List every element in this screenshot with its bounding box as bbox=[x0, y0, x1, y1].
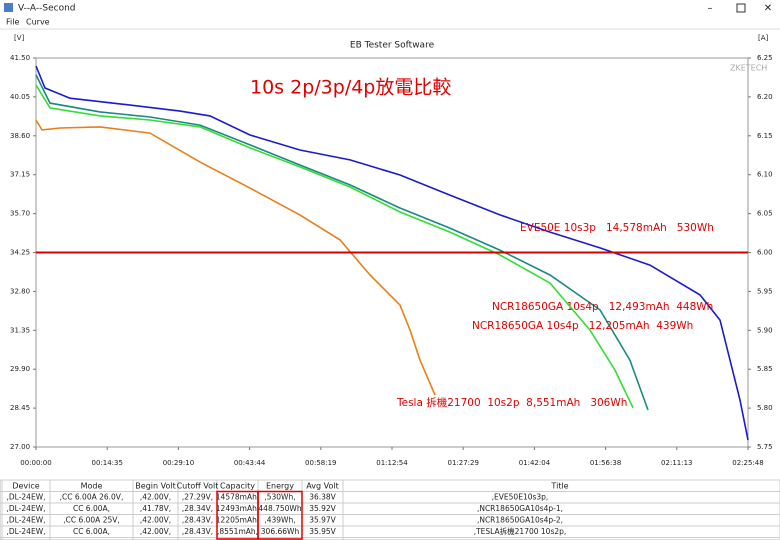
table-cell: ,42.00V, bbox=[140, 515, 171, 524]
table-header: Energy bbox=[266, 481, 294, 490]
y-tick-label: 35.70 bbox=[10, 210, 30, 218]
table-cell: ,DL-24EW, bbox=[7, 515, 46, 524]
table-cell: ,NCR18650GA10s4p-2, bbox=[477, 515, 563, 524]
app-icon bbox=[4, 3, 13, 12]
y2-tick-label: 5.85 bbox=[757, 365, 773, 373]
table-cell: 12493mAh, bbox=[216, 504, 259, 513]
y-tick-label: 38.60 bbox=[10, 132, 30, 140]
chart-annotation: 10s 2p/3p/4p放電比較 bbox=[250, 77, 451, 99]
minimize-button[interactable]: – bbox=[708, 3, 713, 14]
table-cell: ,TESLA拆機21700 10s2p, bbox=[474, 526, 567, 536]
table-cell: ,27.29V, bbox=[182, 492, 213, 501]
table-cell: ,28.34V, bbox=[182, 504, 213, 513]
y2-tick-label: 5.95 bbox=[757, 287, 773, 295]
window-title: V--A--Second bbox=[18, 4, 76, 14]
maximize-button[interactable] bbox=[736, 3, 746, 13]
table-cell: ,CC 6.00A 26.0V, bbox=[60, 492, 124, 501]
series-line bbox=[35, 65, 749, 441]
table-cell: ,41.78V, bbox=[140, 504, 171, 513]
y-tick-label: 40.05 bbox=[10, 93, 30, 101]
title-bar bbox=[0, 0, 780, 16]
table-header: Cutoff Volt bbox=[177, 481, 219, 490]
y-axis-label: [V] bbox=[14, 34, 25, 42]
watermark: ZKETECH bbox=[730, 64, 767, 73]
table-cell: ,NCR18650GA10s4p-1, bbox=[477, 504, 563, 513]
y2-tick-label: 6.05 bbox=[757, 210, 773, 218]
table-cell: ,530Wh, bbox=[264, 492, 295, 501]
series-label: NCR18650GA 10s4p 12,205mAh 439Wh bbox=[472, 320, 693, 332]
table-cell: ,DL-24EW, bbox=[7, 504, 46, 513]
table-cell: ,EVE50E10s3p, bbox=[492, 492, 549, 501]
menu-item[interactable]: Curve bbox=[26, 18, 50, 27]
series-line bbox=[35, 74, 649, 411]
x-tick-label: 00:00:00 bbox=[20, 459, 51, 467]
x-tick-label: 02:11:13 bbox=[661, 459, 692, 467]
y2-tick-label: 5.80 bbox=[757, 404, 773, 412]
table-cell: ,42.00V, bbox=[140, 527, 171, 536]
x-tick-label: 00:29:10 bbox=[163, 459, 194, 467]
menu-item[interactable]: File bbox=[6, 18, 19, 27]
x-tick-label: 00:14:35 bbox=[91, 459, 122, 467]
table-cell: ,42.00V, bbox=[140, 492, 171, 501]
table-cell: 12205mAh, bbox=[216, 515, 259, 524]
series-label: Tesla 拆機21700 10s2p 8,551mAh 306Wh bbox=[396, 396, 627, 409]
x-tick-label: 00:58:19 bbox=[305, 459, 336, 467]
y2-tick-label: 6.10 bbox=[757, 171, 773, 179]
table-cell: ,DL-24EW, bbox=[7, 492, 46, 501]
table-cell: 35.95V bbox=[309, 527, 336, 536]
table-cell: 35.97V bbox=[309, 515, 336, 524]
y-tick-label: 27.00 bbox=[10, 443, 30, 451]
table-cell: 306.66Wh bbox=[261, 527, 300, 536]
y2-axis-label: [A] bbox=[758, 34, 769, 42]
table-cell: 36.38V bbox=[309, 492, 336, 501]
y-tick-label: 28.45 bbox=[10, 404, 30, 412]
y2-tick-label: 5.90 bbox=[757, 326, 773, 334]
series-line bbox=[35, 84, 634, 409]
table-cell: CC 6.00A, bbox=[73, 504, 110, 513]
y2-tick-label: 6.00 bbox=[757, 249, 773, 257]
table-cell: 35.92V bbox=[309, 504, 336, 513]
close-button[interactable]: ✕ bbox=[764, 3, 772, 14]
y-tick-label: 31.35 bbox=[10, 326, 30, 334]
table-cell: ,CC 6.00A 25V, bbox=[63, 515, 120, 524]
table-cell: ,439Wh, bbox=[264, 515, 295, 524]
y2-tick-label: 6.20 bbox=[757, 93, 773, 101]
table-header: Title bbox=[550, 481, 568, 490]
table-bg bbox=[0, 479, 780, 540]
table-cell: ,DL-24EW, bbox=[7, 527, 46, 536]
y-tick-label: 29.90 bbox=[10, 365, 30, 373]
x-tick-label: 01:27:29 bbox=[447, 459, 478, 467]
chart-title: EB Tester Software bbox=[350, 41, 435, 51]
y-tick-label: 41.50 bbox=[10, 54, 30, 62]
series-line bbox=[35, 119, 436, 396]
table-cell: ,28.43V, bbox=[182, 527, 213, 536]
x-tick-label: 00:43:44 bbox=[234, 459, 266, 467]
table-cell: 448.750Wh bbox=[258, 504, 301, 513]
series-label: EVE50E 10s3p 14,578mAh 530Wh bbox=[520, 222, 714, 234]
table-header: Mode bbox=[81, 481, 103, 490]
series-label: NCR18650GA 10s4p 12,493mAh 448Wh bbox=[492, 301, 713, 313]
y-tick-label: 32.80 bbox=[10, 287, 30, 295]
x-tick-label: 02:25:48 bbox=[732, 459, 763, 467]
y-tick-label: 37.15 bbox=[10, 171, 30, 179]
y2-tick-label: 6.25 bbox=[757, 54, 773, 62]
highlight-box bbox=[257, 490, 303, 540]
x-tick-label: 01:56:38 bbox=[590, 459, 621, 467]
table-cell: 14578mAh, bbox=[216, 492, 259, 501]
y-tick-label: 34.25 bbox=[10, 249, 30, 257]
x-tick-label: 01:12:54 bbox=[376, 459, 408, 467]
table-header: Begin Volt bbox=[135, 481, 175, 490]
table-cell: ,8551mAh, bbox=[217, 527, 258, 536]
table-header: Capacity bbox=[220, 481, 255, 490]
table-header: Avg Volt bbox=[306, 481, 338, 490]
x-tick-label: 01:42:04 bbox=[519, 459, 551, 467]
table-header: Device bbox=[12, 481, 39, 490]
y2-tick-label: 6.15 bbox=[757, 132, 773, 140]
y2-tick-label: 5.75 bbox=[757, 443, 773, 451]
table-cell: CC 6.00A, bbox=[73, 527, 110, 536]
table-cell: ,28.43V, bbox=[182, 515, 213, 524]
